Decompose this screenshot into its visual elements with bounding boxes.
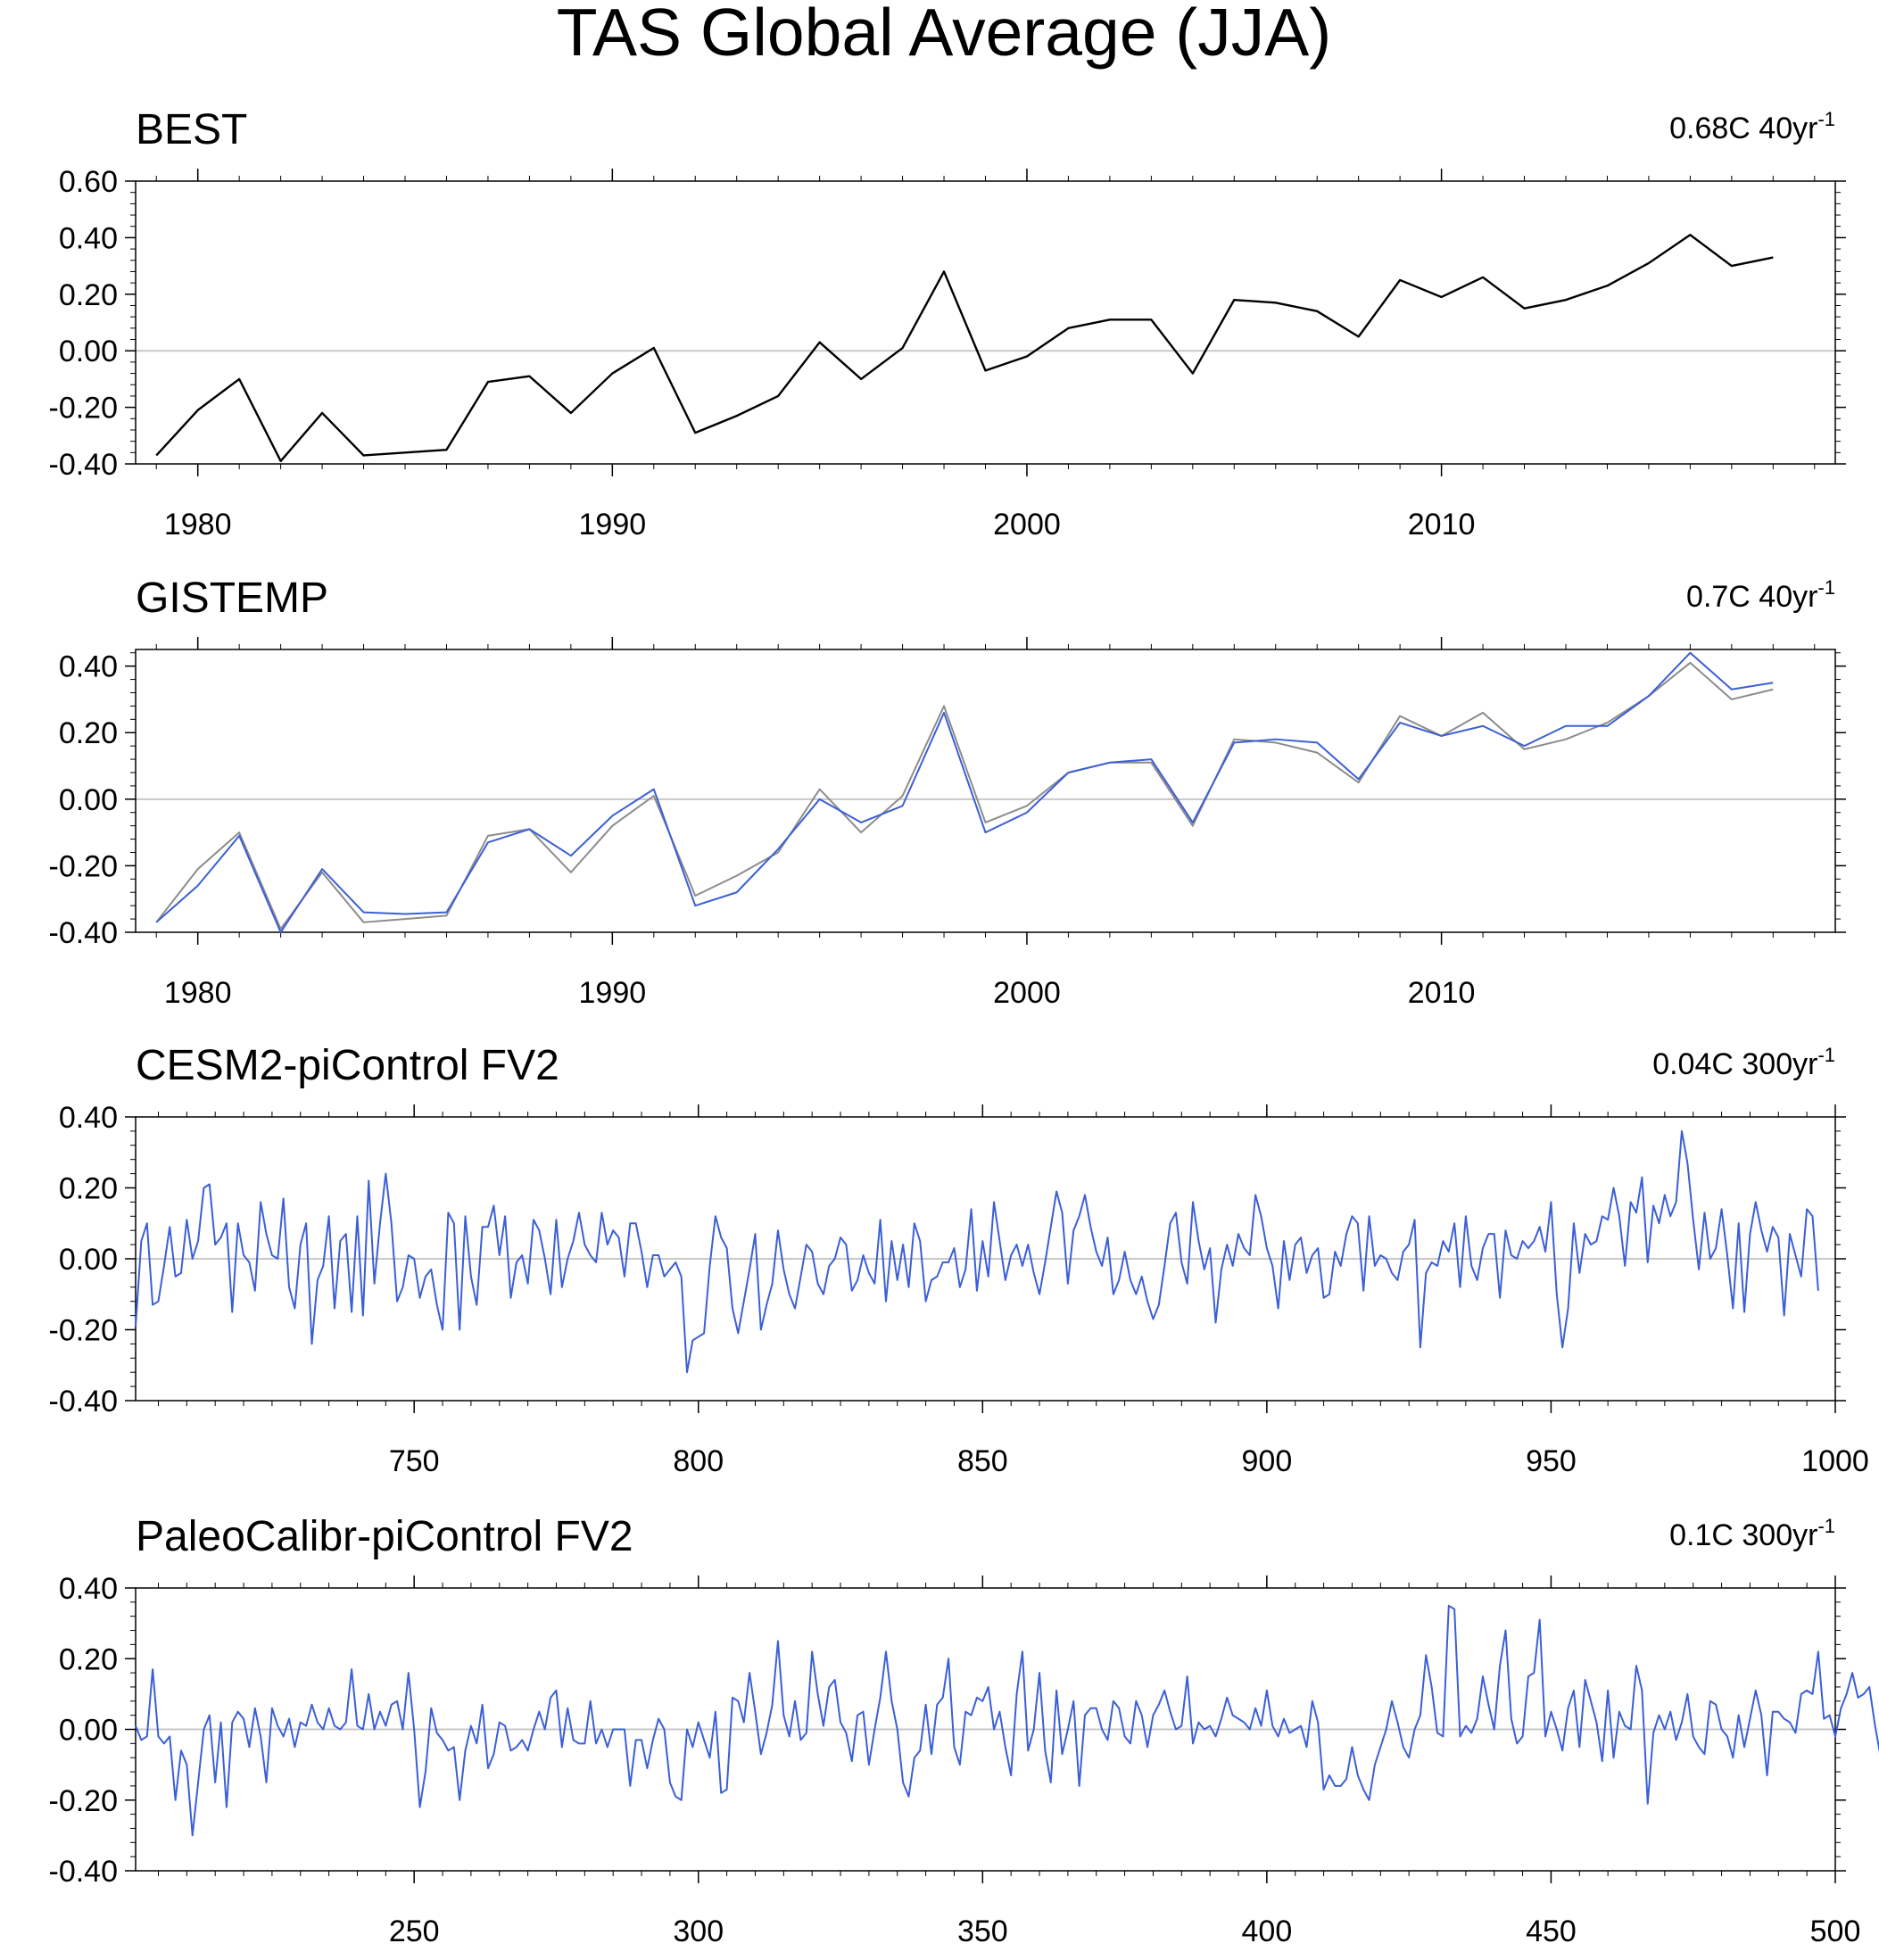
y-tick-label: 0.20: [59, 1642, 118, 1676]
trend-exponent: -1: [1817, 576, 1835, 599]
x-tick-label: 300: [673, 1915, 724, 1948]
trend-label: 0.1C 300yr-1: [1669, 1515, 1835, 1552]
figure-title: TAS Global Average (JJA): [557, 0, 1331, 70]
y-tick-label: 0.00: [59, 1714, 118, 1748]
series-line-cesm2-picontrol-fv2: [135, 1129, 1819, 1374]
x-tick-label: 850: [957, 1444, 1008, 1478]
y-tick-label: -0.40: [49, 1855, 119, 1889]
x-tick-label: 800: [673, 1444, 724, 1478]
trend-label: 0.7C 40yr-1: [1686, 576, 1835, 614]
y-tick-label: -0.20: [49, 849, 119, 883]
x-tick-label: 250: [389, 1915, 440, 1948]
y-tick-label: 0.00: [59, 1243, 118, 1277]
trend-value: 0.04C 300yr: [1652, 1047, 1817, 1081]
trend-exponent: -1: [1817, 1044, 1835, 1066]
x-tick-label: 750: [389, 1444, 440, 1478]
panel-3: CESM2-piControl FV2 0.04C 300yr-1 -0.40 -0.…: [49, 1042, 1869, 1478]
y-tick-label: 0.40: [59, 650, 118, 684]
panel-title: PaleoCalibr-piControl FV2: [136, 1513, 633, 1560]
trend-value: 0.68C 40yr: [1669, 112, 1817, 145]
trend-value: 0.1C 300yr: [1669, 1518, 1817, 1552]
panel-2: GISTEMP 0.7C 40yr-1 -0.40 -0.20 0.00 0.20 0.40…: [49, 575, 1846, 1010]
panel-title: BEST: [136, 106, 247, 153]
x-tick-label: 1000: [1801, 1444, 1869, 1478]
x-tick-label: 950: [1526, 1444, 1577, 1478]
y-tick-label: 0.40: [59, 1572, 118, 1606]
x-tick-label: 1990: [579, 508, 647, 542]
y-tick-label: -0.40: [49, 916, 119, 950]
x-tick-label: 2000: [993, 508, 1061, 542]
y-tick-label: 0.00: [59, 783, 118, 817]
x-tick-label: 500: [1810, 1915, 1861, 1948]
plot-frame: [135, 649, 1836, 933]
plot-frame: [135, 180, 1836, 465]
series-line-gistemp: [155, 651, 1774, 933]
y-tick-label: 0.60: [59, 165, 118, 199]
x-tick-label: 900: [1242, 1444, 1293, 1478]
y-tick-label: -0.20: [49, 1784, 119, 1818]
x-tick-label: 400: [1242, 1915, 1293, 1948]
y-tick-label: 0.40: [59, 221, 118, 255]
y-tick-label: 0.40: [59, 1101, 118, 1135]
y-tick-label: -0.40: [49, 448, 119, 482]
y-tick-label: 0.20: [59, 278, 118, 312]
x-tick-label: 1980: [164, 976, 232, 1010]
trend-value: 0.7C 40yr: [1686, 580, 1817, 614]
panels: BEST 0.68C 40yr-1-0.40-0.200.000.200.400.…: [49, 106, 1879, 1948]
trend-exponent: -1: [1817, 1515, 1835, 1537]
series-line-best: [155, 661, 1774, 930]
x-tick-label: 1980: [164, 508, 232, 542]
y-tick-label: 0.20: [59, 1172, 118, 1206]
trend-exponent: -1: [1817, 108, 1835, 130]
x-tick-label: 2010: [1408, 976, 1476, 1010]
panel-1: BEST 0.68C 40yr-1 -0.40 -0.20 0.00 0.20 0.40 0.…: [49, 106, 1846, 542]
x-tick-label: 350: [957, 1915, 1008, 1948]
panel-title: GISTEMP: [136, 575, 328, 622]
x-tick-label: 2000: [993, 976, 1061, 1010]
x-tick-label: 1990: [579, 976, 647, 1010]
y-tick-label: -0.20: [49, 1314, 119, 1348]
y-tick-label: -0.20: [49, 392, 119, 426]
series-line-paleocalibr-picontrol-fv2: [135, 1604, 1879, 1837]
y-tick-label: 0.00: [59, 335, 118, 368]
trend-label: 0.04C 300yr-1: [1652, 1044, 1835, 1081]
y-tick-label: -0.40: [49, 1385, 119, 1418]
panel-4: PaleoCalibr-piControl FV2 0.1C 300yr-1 -0.…: [49, 1513, 1879, 1948]
panel-title: CESM2-piControl FV2: [136, 1042, 559, 1089]
series-line-best: [155, 234, 1774, 463]
x-tick-label: 2010: [1408, 508, 1476, 542]
trend-label: 0.68C 40yr-1: [1669, 108, 1835, 145]
y-tick-label: 0.20: [59, 716, 118, 750]
x-tick-label: 450: [1526, 1915, 1577, 1948]
